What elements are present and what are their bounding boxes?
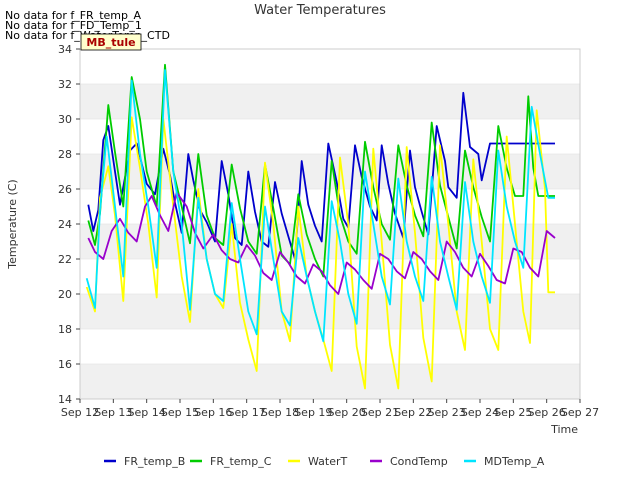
x-axis-label: Time	[550, 423, 578, 436]
series-lines	[85, 63, 556, 390]
series-line-FR_temp_B	[87, 91, 555, 260]
grid-band	[80, 294, 580, 329]
x-tick-label: Sep 20	[328, 406, 366, 419]
x-tick-label: Sep 19	[294, 406, 332, 419]
site-tag: MB_tule	[86, 36, 135, 49]
y-tick-label: 30	[58, 113, 72, 126]
x-tick-label: Sep 15	[161, 406, 199, 419]
y-tick-label: 22	[58, 253, 72, 266]
x-tick-label: Sep 25	[494, 406, 532, 419]
x-tick-label: Sep 21	[361, 406, 399, 419]
x-tick-label: Sep 24	[461, 406, 499, 419]
y-tick-label: 28	[58, 148, 72, 161]
grid-band	[80, 364, 580, 399]
y-tick-label: 18	[58, 323, 72, 336]
y-tick-label: 16	[58, 358, 72, 371]
grid-band	[80, 84, 580, 119]
x-tick-label: Sep 16	[194, 406, 232, 419]
y-tick-label: 14	[58, 393, 72, 406]
no-data-note-1: No data for f_FR_temp_A	[5, 9, 141, 22]
legend-label-MDTemp_A: MDTemp_A	[484, 455, 545, 468]
x-tick-label: Sep 12	[61, 406, 99, 419]
legend: FR_temp_B FR_temp_C WaterT CondTemp MDTemp_A	[104, 455, 545, 468]
legend-label-FR_temp_B: FR_temp_B	[124, 455, 185, 468]
no-data-note-2: No data for f_FD_Temp_1	[5, 19, 142, 32]
y-tick-label: 26	[58, 183, 72, 196]
legend-label-WaterT: WaterT	[308, 455, 348, 468]
x-tick-label: Sep 22	[394, 406, 432, 419]
x-tick-label: Sep 13	[94, 406, 132, 419]
y-axis-label: Temperature (C)	[6, 179, 19, 269]
site-tag-box	[80, 33, 142, 51]
x-tick-label: Sep 14	[128, 406, 166, 419]
legend-label-CondTemp: CondTemp	[390, 455, 448, 468]
x-tick-label: Sep 26	[528, 406, 566, 419]
y-tick-label: 20	[58, 288, 72, 301]
x-tick-label: Sep 17	[228, 406, 266, 419]
series-line-MDTemp_A	[85, 69, 555, 343]
y-tick-label: 34	[58, 43, 72, 56]
chart-title: Water Temperatures	[254, 3, 386, 18]
y-tick-label: 32	[58, 78, 72, 91]
x-tick-label: Sep 27	[561, 406, 599, 419]
x-tick-label: Sep 18	[261, 406, 299, 419]
x-tick-label: Sep 23	[428, 406, 466, 419]
y-tick-label: 24	[58, 218, 72, 231]
legend-label-FR_temp_C: FR_temp_C	[210, 455, 272, 468]
y-axis: 14 16 18 20 22 24 26 28 30 32 34	[58, 43, 80, 406]
